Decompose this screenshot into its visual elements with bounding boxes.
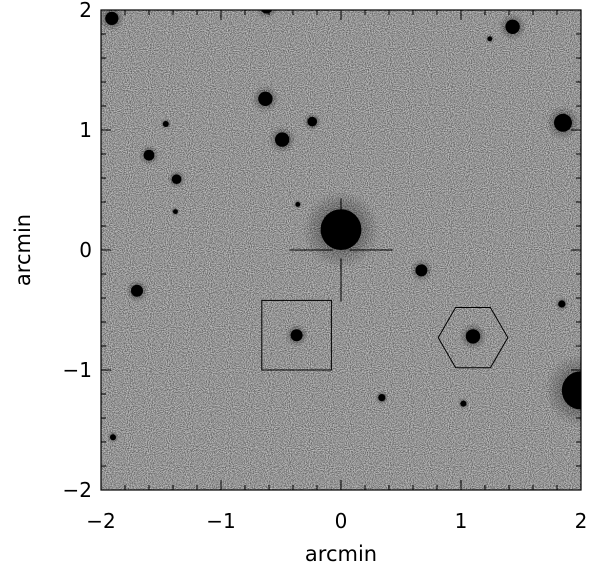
y-tick-labels: 2 1 0 −1 −2 <box>63 0 92 502</box>
source-blob <box>110 434 116 441</box>
source-blob <box>275 132 290 147</box>
y-tick-label: 2 <box>79 0 92 22</box>
overlays-layer <box>261 198 509 371</box>
y-tick-label: −2 <box>63 478 92 502</box>
source-blob <box>505 19 520 34</box>
source-blob <box>465 329 481 344</box>
source-blob <box>171 174 182 184</box>
source-blob <box>173 209 178 215</box>
x-tick-labels: −2 −1 0 1 2 <box>86 509 587 533</box>
x-tick-label: 0 <box>335 509 348 533</box>
source-blob <box>143 149 155 161</box>
y-tick-label: 0 <box>79 238 92 262</box>
source-halo <box>255 10 278 19</box>
y-tick-label: −1 <box>63 358 92 382</box>
source-blob <box>162 121 169 127</box>
hexagon-marker <box>437 307 509 369</box>
x-tick-label: 2 <box>575 509 588 533</box>
source-blob <box>460 400 467 407</box>
square-marker <box>261 299 332 371</box>
source-blob <box>258 91 273 107</box>
sky-image <box>101 10 581 490</box>
source-blob <box>307 116 318 127</box>
source-blob <box>561 371 581 410</box>
source-blob <box>487 36 493 42</box>
source-blob <box>105 11 119 25</box>
source-blob <box>290 329 303 342</box>
x-tick-label: 1 <box>455 509 468 533</box>
source-blob <box>554 113 572 132</box>
source-blob <box>415 264 428 277</box>
y-tick-label: 1 <box>79 118 92 142</box>
y-axis-title: arcmin <box>11 214 35 286</box>
x-tick-label: −2 <box>86 509 115 533</box>
source-blob <box>295 202 301 207</box>
sources-layer <box>101 10 581 443</box>
source-blob <box>378 394 386 402</box>
x-axis-title: arcmin <box>305 542 377 566</box>
source-blob <box>131 284 143 297</box>
source-blob <box>261 10 273 14</box>
source-blob <box>558 300 566 308</box>
x-tick-label: −1 <box>206 509 235 533</box>
axis-ticks <box>100 9 582 491</box>
